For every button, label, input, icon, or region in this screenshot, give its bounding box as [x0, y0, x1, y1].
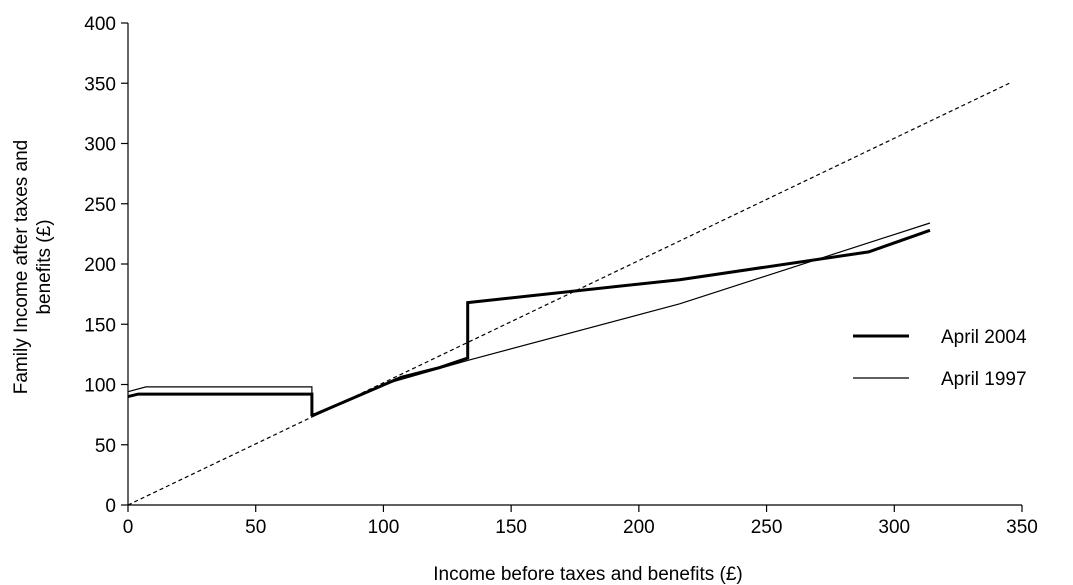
y-tick-label: 350: [84, 74, 116, 95]
legend-label-0: April 2004: [941, 327, 1027, 348]
y-tick-label: 100: [84, 376, 116, 397]
y-axis-title-line-2: benefits (£): [34, 219, 55, 314]
series-layer: [127, 82, 1010, 506]
y-tick-label: 400: [84, 14, 116, 35]
series-line-1: [127, 222, 931, 418]
x-tick-label: 250: [751, 517, 783, 538]
y-axis-title: Family Income after taxes and benefits (…: [11, 140, 55, 395]
y-tick-label: 0: [105, 496, 116, 517]
series-line-0: [127, 228, 931, 417]
x-tick-label: 50: [245, 517, 266, 538]
x-tick-label: 150: [495, 517, 527, 538]
y-tick-label: 150: [84, 315, 116, 336]
x-tick-label: 350: [1006, 517, 1038, 538]
legend-label-1: April 1997: [941, 369, 1027, 390]
x-tick-label: 300: [878, 517, 910, 538]
legend: April 2004 April 1997: [853, 327, 1027, 390]
x-tick-label: 200: [623, 517, 655, 538]
x-tick-label: 100: [368, 517, 400, 538]
y-tick-label: 200: [84, 255, 116, 276]
axes: 0 50 100 150 200 250 300 350 0 50 100 150 200 250 300 3…: [84, 14, 1038, 538]
y-tick-label: 250: [84, 195, 116, 216]
y-tick-label: 50: [95, 436, 116, 457]
series-line-2: [127, 82, 1010, 506]
x-tick-label: 0: [123, 517, 134, 538]
y-tick-label: 300: [84, 135, 116, 156]
x-axis-title: Income before taxes and benefits (£): [433, 564, 742, 585]
y-axis-title-line-1: Family Income after taxes and: [11, 140, 32, 395]
